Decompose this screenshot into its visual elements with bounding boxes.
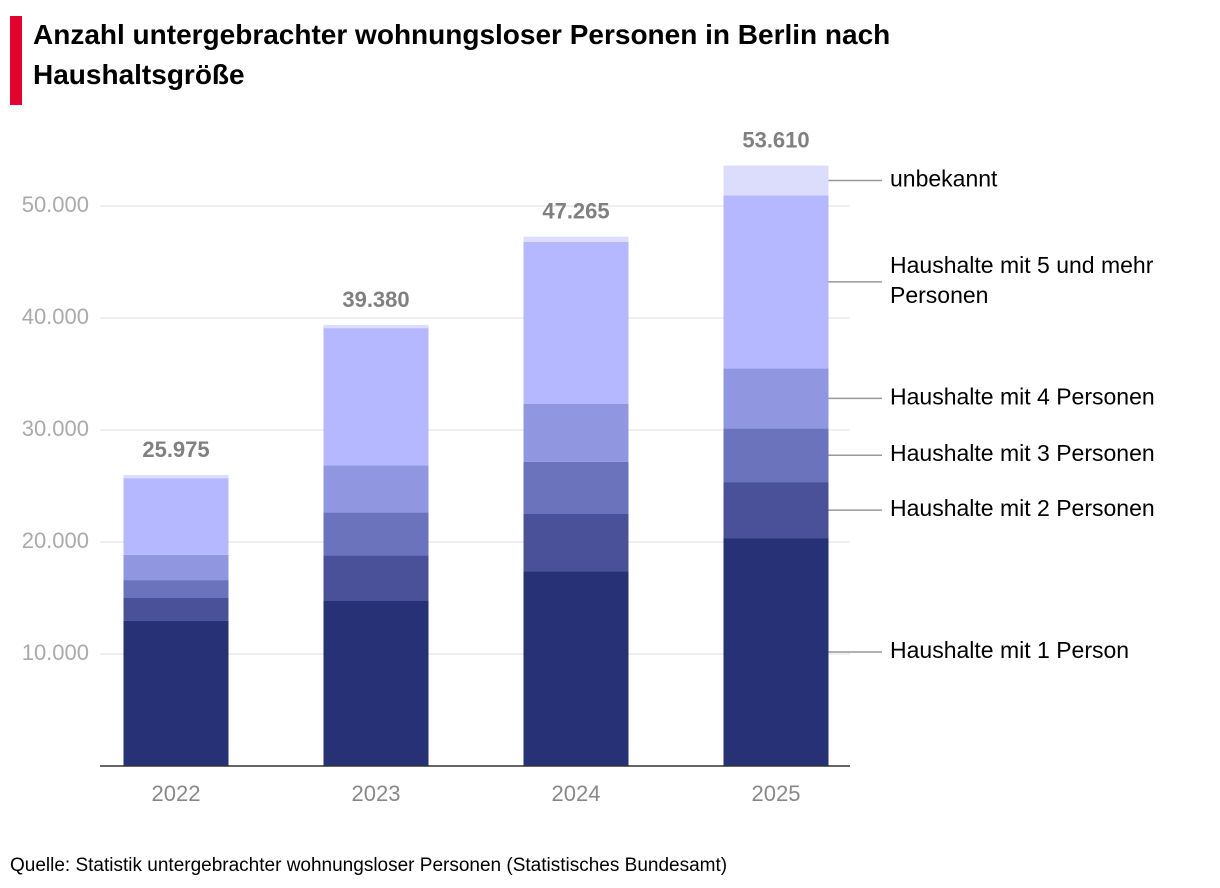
- y-tick-label: 20.000: [22, 528, 89, 553]
- legend-label: Haushalte mit 3 Personen: [890, 440, 1155, 466]
- legend-label: Haushalte mit 2 Personen: [890, 495, 1155, 521]
- y-tick-label: 10.000: [22, 640, 89, 665]
- bar-segment: [723, 428, 829, 483]
- bar-segment: [123, 554, 229, 581]
- bar-segment: [323, 600, 429, 766]
- bar-segment: [523, 571, 629, 766]
- x-tick-label: 2023: [352, 781, 401, 806]
- bar-segment: [123, 475, 229, 479]
- bar-segment: [523, 236, 629, 242]
- x-tick-label: 2025: [752, 781, 801, 806]
- source: Quelle: Statistik untergebrachter wohnun…: [10, 855, 727, 876]
- bar-segment: [723, 538, 829, 766]
- bar-segment: [323, 555, 429, 601]
- bar-segment: [723, 195, 829, 369]
- bar-segment: [323, 465, 429, 513]
- bar-segment: [523, 461, 629, 514]
- total-label: 47.265: [542, 198, 609, 223]
- bar-segment: [123, 620, 229, 766]
- legend-label: Haushalte mit 4 Personen: [890, 383, 1155, 409]
- legend-label: Haushalte mit 5 und mehr Personen: [890, 252, 1154, 308]
- bar-segment: [723, 482, 829, 539]
- title-accent: [10, 16, 22, 105]
- legend-label: Haushalte mit 1 Person: [890, 637, 1129, 663]
- bar-segment: [723, 368, 829, 429]
- bar-segment: [323, 324, 429, 329]
- y-tick-label: 40.000: [22, 304, 89, 329]
- total-label: 39.380: [342, 287, 409, 312]
- bar-segment: [523, 514, 629, 572]
- y-tick-label: 30.000: [22, 416, 89, 441]
- bar-segment: [523, 403, 629, 462]
- x-tick-label: 2022: [152, 781, 201, 806]
- bar-segment: [323, 512, 429, 556]
- bar-segment: [723, 165, 829, 196]
- y-tick-label: 50.000: [22, 192, 89, 217]
- legend-label: unbekannt: [890, 166, 998, 192]
- bar-segment: [123, 580, 229, 598]
- bar-segment: [523, 241, 629, 404]
- bar-segment: [123, 598, 229, 621]
- x-tick-label: 2024: [552, 781, 601, 806]
- chart-title: Anzahl untergebrachter wohnungsloser Per…: [33, 19, 890, 90]
- bar-segment: [323, 328, 429, 466]
- total-label: 25.975: [142, 437, 209, 462]
- bar-segment: [123, 478, 229, 555]
- total-label: 53.610: [742, 127, 809, 152]
